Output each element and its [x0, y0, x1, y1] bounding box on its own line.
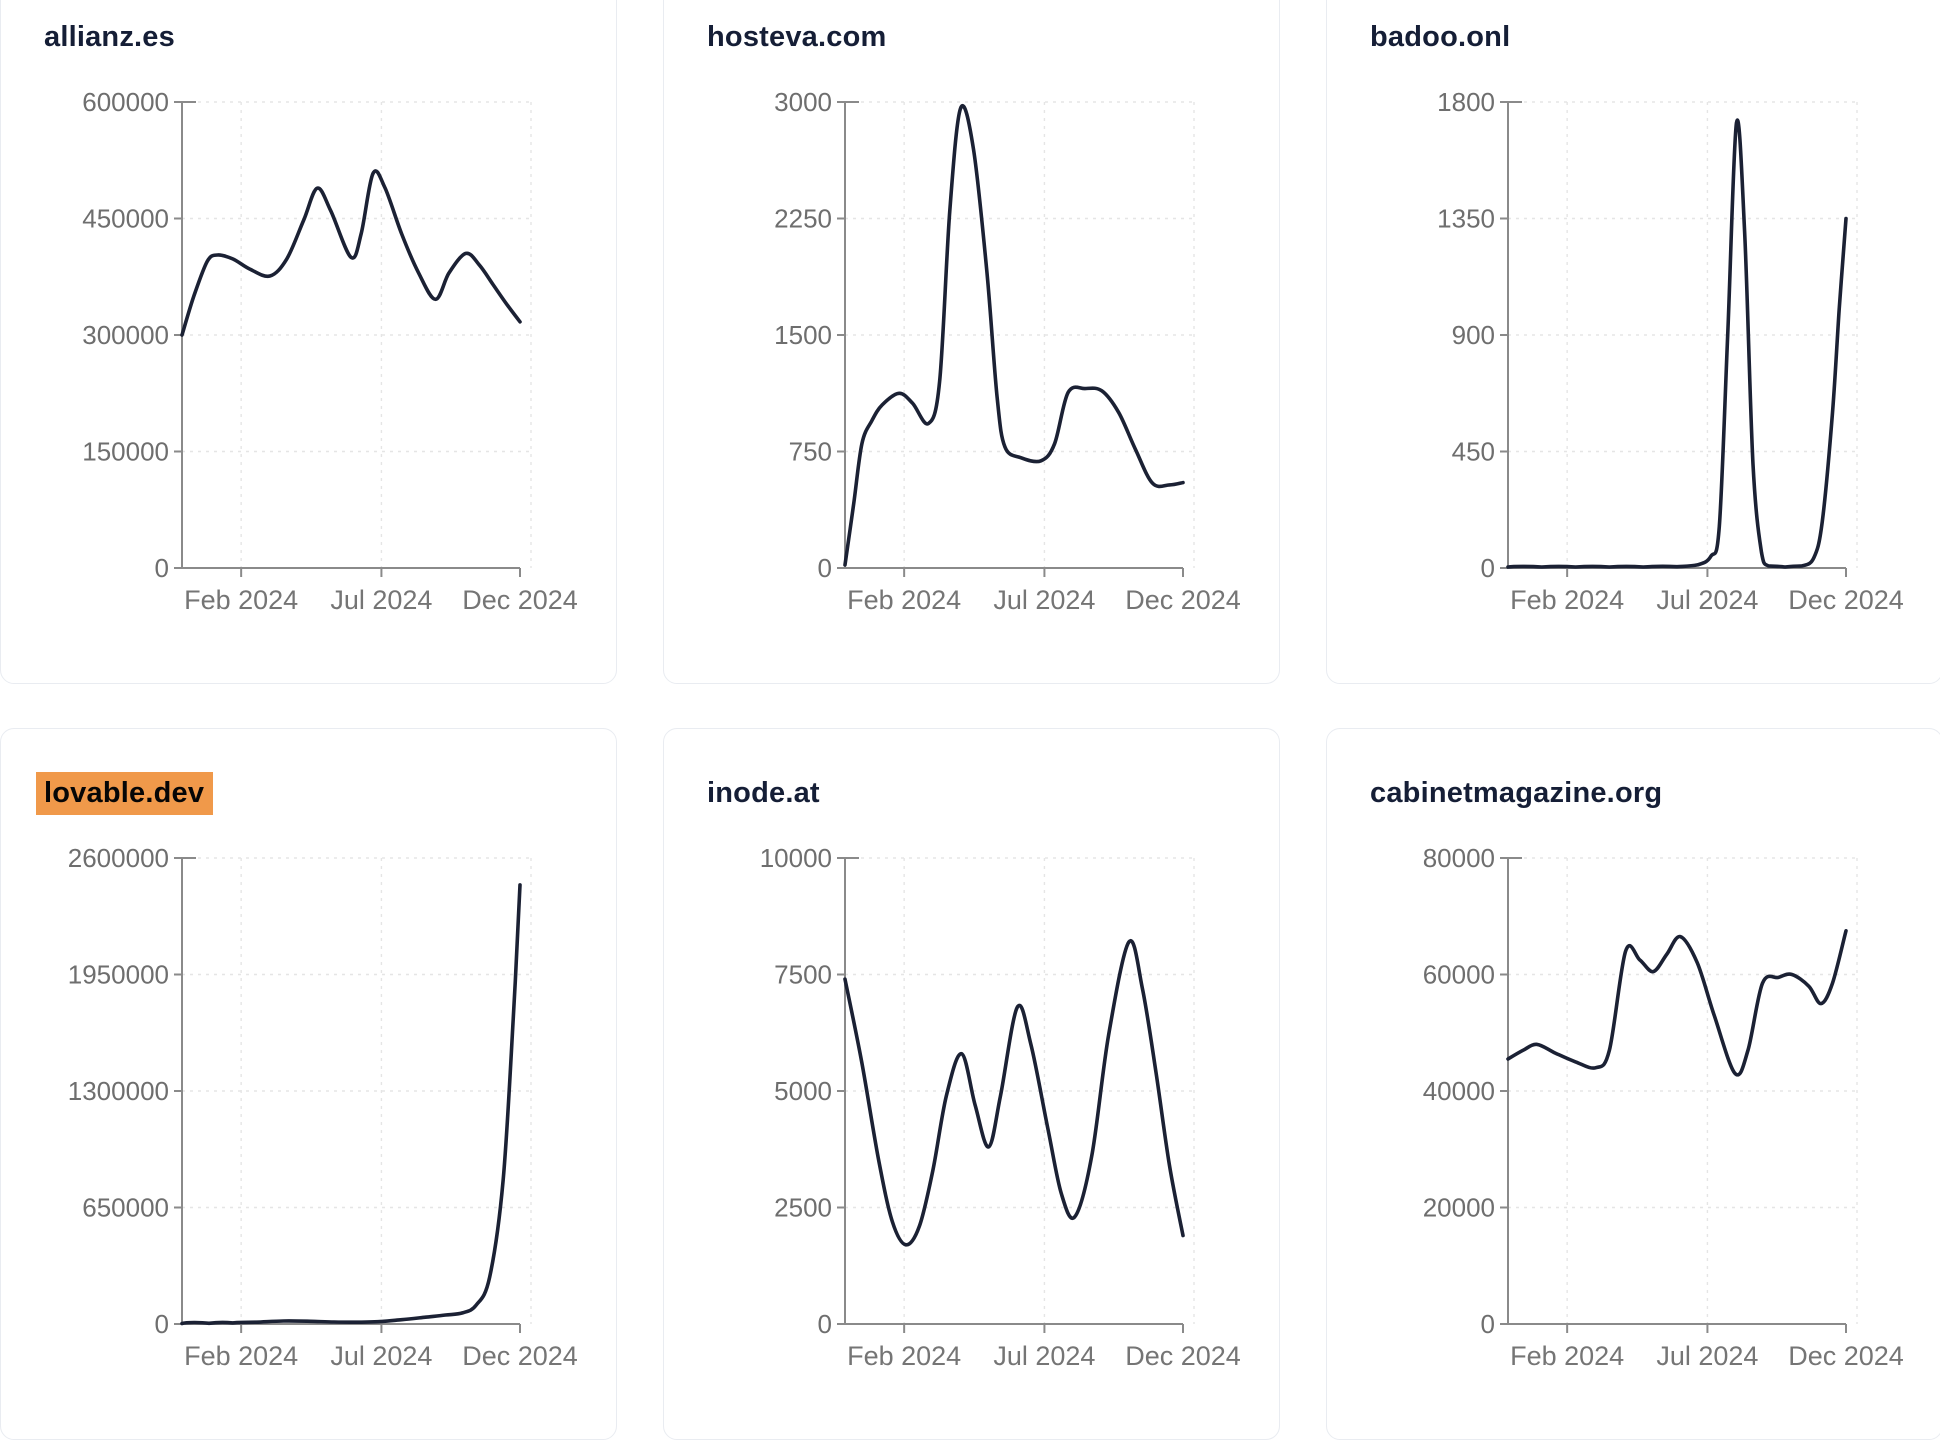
chart-card[interactable]: hosteva.com 0 750 1500 2250 3000 Feb 2024 Jul …: [663, 0, 1280, 684]
chart-card-header: lovable.dev: [36, 772, 588, 815]
svg-text:Dec 2024: Dec 2024: [1125, 585, 1241, 615]
svg-text:5000: 5000: [774, 1076, 832, 1106]
chart-card-header: inode.at: [707, 775, 1251, 813]
svg-text:2500: 2500: [774, 1193, 832, 1223]
svg-text:Dec 2024: Dec 2024: [462, 1341, 578, 1371]
chart-title: inode.at: [707, 777, 820, 809]
svg-text:900: 900: [1452, 320, 1495, 350]
svg-text:20000: 20000: [1423, 1193, 1495, 1223]
svg-text:Feb 2024: Feb 2024: [184, 585, 298, 615]
svg-text:0: 0: [155, 553, 169, 583]
svg-text:1500: 1500: [774, 320, 832, 350]
line-chart: 0 450 900 1350 1800 Feb 2024 Jul 2024 Dec 2024: [1355, 67, 1914, 623]
svg-text:40000: 40000: [1423, 1076, 1495, 1106]
svg-text:450: 450: [1452, 437, 1495, 467]
svg-text:1950000: 1950000: [68, 960, 169, 990]
svg-text:Feb 2024: Feb 2024: [1510, 1341, 1624, 1371]
svg-text:10000: 10000: [760, 843, 832, 873]
svg-text:2600000: 2600000: [68, 843, 169, 873]
svg-text:Dec 2024: Dec 2024: [462, 585, 578, 615]
svg-text:650000: 650000: [82, 1193, 169, 1223]
svg-text:60000: 60000: [1423, 960, 1495, 990]
line-chart: 0 750 1500 2250 3000 Feb 2024 Jul 2024 Dec 2024: [692, 67, 1251, 623]
chart-title: hosteva.com: [707, 21, 887, 53]
chart-title-highlighted[interactable]: lovable.dev: [36, 772, 214, 815]
chart-card[interactable]: inode.at 0 2500 5000 7500 10000 Feb 2024 Jul 2…: [663, 728, 1280, 1440]
svg-text:1300000: 1300000: [68, 1076, 169, 1106]
svg-text:Feb 2024: Feb 2024: [184, 1341, 298, 1371]
svg-text:0: 0: [818, 553, 832, 583]
svg-text:0: 0: [1481, 553, 1495, 583]
chart-card[interactable]: lovable.dev 0 650000 1300000 1950000 2600000…: [0, 728, 617, 1440]
svg-text:150000: 150000: [82, 437, 169, 467]
line-chart: 0 20000 40000 60000 80000 Feb 2024 Jul 2024 Dec…: [1355, 823, 1914, 1379]
svg-text:450000: 450000: [82, 204, 169, 234]
svg-text:300000: 300000: [82, 320, 169, 350]
line-chart: 0 2500 5000 7500 10000 Feb 2024 Jul 2024 Dec 20…: [692, 823, 1251, 1379]
svg-text:Dec 2024: Dec 2024: [1788, 585, 1904, 615]
svg-text:Feb 2024: Feb 2024: [847, 1341, 961, 1371]
svg-text:Jul 2024: Jul 2024: [993, 585, 1095, 615]
svg-text:80000: 80000: [1423, 843, 1495, 873]
svg-text:Jul 2024: Jul 2024: [993, 1341, 1095, 1371]
svg-text:Feb 2024: Feb 2024: [1510, 585, 1624, 615]
svg-text:0: 0: [155, 1309, 169, 1339]
svg-text:Jul 2024: Jul 2024: [1656, 1341, 1758, 1371]
chart-card-header: hosteva.com: [707, 19, 1251, 57]
svg-text:Jul 2024: Jul 2024: [1656, 585, 1758, 615]
chart-card-header: allianz.es: [44, 19, 588, 57]
svg-text:7500: 7500: [774, 960, 832, 990]
line-chart: 0 650000 1300000 1950000 2600000 Feb 2024 Jul …: [29, 823, 588, 1379]
svg-text:1800: 1800: [1437, 87, 1495, 117]
chart-title: cabinetmagazine.org: [1370, 777, 1663, 809]
svg-text:0: 0: [818, 1309, 832, 1339]
svg-text:0: 0: [1481, 1309, 1495, 1339]
svg-text:600000: 600000: [82, 87, 169, 117]
svg-text:Jul 2024: Jul 2024: [330, 585, 432, 615]
chart-card-header: badoo.onl: [1370, 19, 1914, 57]
svg-text:3000: 3000: [774, 87, 832, 117]
line-chart: 0 150000 300000 450000 600000 Feb 2024 Jul 202…: [29, 67, 588, 623]
svg-text:Dec 2024: Dec 2024: [1125, 1341, 1241, 1371]
chart-title: badoo.onl: [1370, 21, 1511, 53]
chart-title: allianz.es: [44, 21, 175, 53]
chart-card[interactable]: allianz.es 0 150000 300000 450000 600000 Feb …: [0, 0, 617, 684]
chart-card[interactable]: badoo.onl 0 450 900 1350 1800 Feb 2024 Jul 202…: [1326, 0, 1940, 684]
svg-text:Feb 2024: Feb 2024: [847, 585, 961, 615]
svg-text:Jul 2024: Jul 2024: [330, 1341, 432, 1371]
chart-card-header: cabinetmagazine.org: [1370, 775, 1914, 813]
svg-text:Dec 2024: Dec 2024: [1788, 1341, 1904, 1371]
chart-card[interactable]: cabinetmagazine.org 0 20000 40000 60000 8000…: [1326, 728, 1940, 1440]
svg-text:1350: 1350: [1437, 204, 1495, 234]
svg-text:2250: 2250: [774, 204, 832, 234]
svg-text:750: 750: [789, 437, 832, 467]
